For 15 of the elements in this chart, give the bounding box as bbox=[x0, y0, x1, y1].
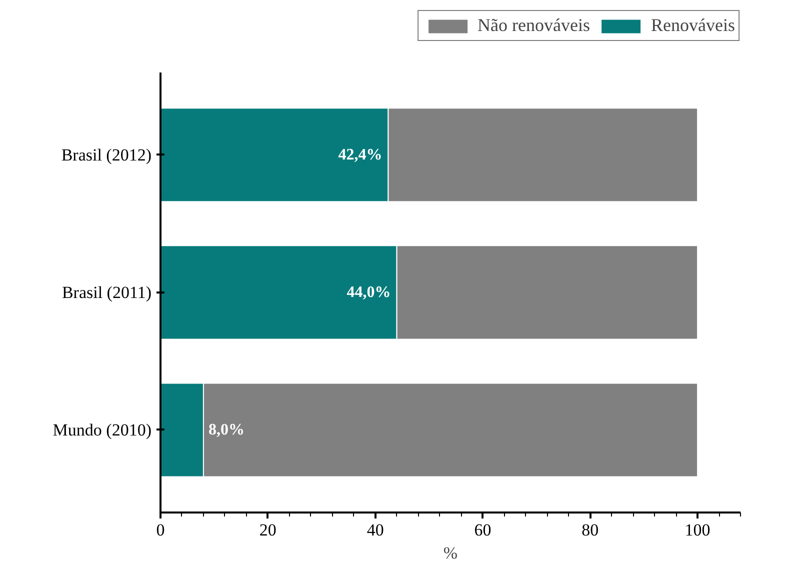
x-tick-label: 0 bbox=[156, 520, 165, 540]
y-tick-label: Brasil (2012) bbox=[61, 145, 152, 164]
x-tick-label: 40 bbox=[366, 520, 384, 540]
legend-label: Renováveis bbox=[651, 15, 735, 36]
data-label: 42,4% bbox=[338, 146, 382, 164]
legend-label: Não renováveis bbox=[478, 15, 590, 36]
x-tick-label: 60 bbox=[474, 520, 492, 540]
x-tick-label: 100 bbox=[684, 520, 710, 540]
x-tick-label: 80 bbox=[582, 520, 599, 540]
x-axis-title: % bbox=[443, 544, 458, 562]
y-tick-label: Mundo (2010) bbox=[52, 420, 152, 440]
data-label: 44,0% bbox=[346, 284, 391, 301]
x-tick-label: 20 bbox=[259, 520, 276, 540]
data-label: 8,0% bbox=[208, 421, 244, 438]
y-tick-label: Brasil (2011) bbox=[62, 282, 152, 302]
